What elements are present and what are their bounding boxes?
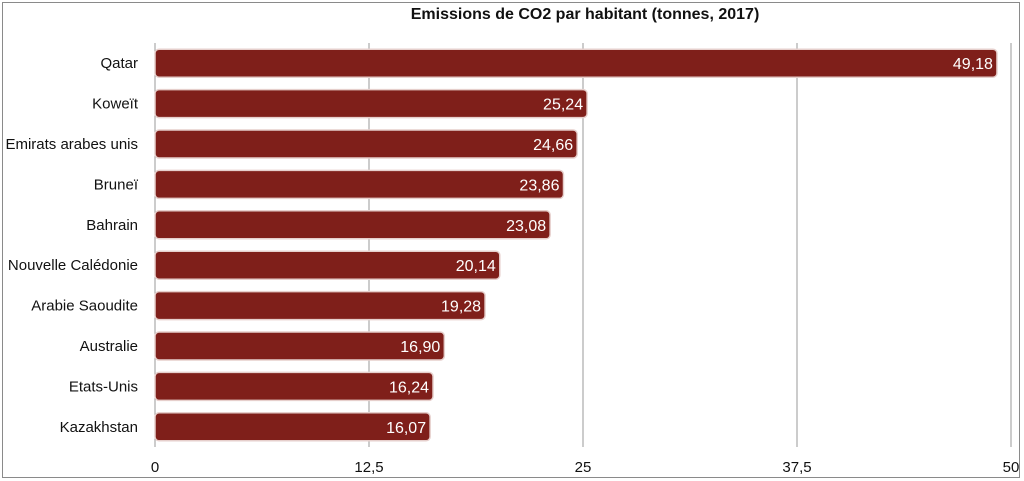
bar <box>154 371 434 402</box>
x-tick-label: 50 <box>1003 459 1020 476</box>
data-label: 19,28 <box>441 299 481 316</box>
bar <box>154 331 446 361</box>
bar <box>154 290 486 321</box>
category-label: Nouvelle Calédonie <box>8 257 138 274</box>
data-label: 16,07 <box>386 420 426 437</box>
category-label: Emirats arabes unis <box>5 136 138 153</box>
chart-title: Emissions de CO2 par habitant (tonnes, 2… <box>410 6 760 23</box>
category-label: Koweït <box>92 96 139 113</box>
x-tick-label: 12,5 <box>354 459 383 476</box>
bar <box>154 250 501 280</box>
bar <box>154 88 588 119</box>
data-label: 23,86 <box>519 177 559 194</box>
bar <box>154 169 565 200</box>
category-label: Bruneï <box>94 176 139 193</box>
data-label: 16,24 <box>389 379 429 396</box>
x-tick-label: 37,5 <box>782 459 811 476</box>
category-label: Australie <box>80 338 138 355</box>
data-label: 23,08 <box>506 218 546 235</box>
data-label: 20,14 <box>456 258 496 275</box>
category-label: Arabie Saoudite <box>31 298 138 315</box>
bar <box>154 210 551 240</box>
data-label: 49,18 <box>953 56 993 73</box>
data-label: 16,90 <box>400 339 440 356</box>
data-label: 25,24 <box>543 97 583 114</box>
x-tick-label: 0 <box>151 459 159 476</box>
bar <box>154 48 998 78</box>
x-tick-label: 25 <box>575 459 592 476</box>
category-label: Etats-Unis <box>69 378 138 395</box>
data-label: 24,66 <box>533 137 573 154</box>
category-label: Bahrain <box>86 217 138 234</box>
bar <box>154 129 578 159</box>
category-label: Kazakhstan <box>60 419 138 436</box>
category-label: Qatar <box>100 55 138 72</box>
bar <box>154 412 431 442</box>
